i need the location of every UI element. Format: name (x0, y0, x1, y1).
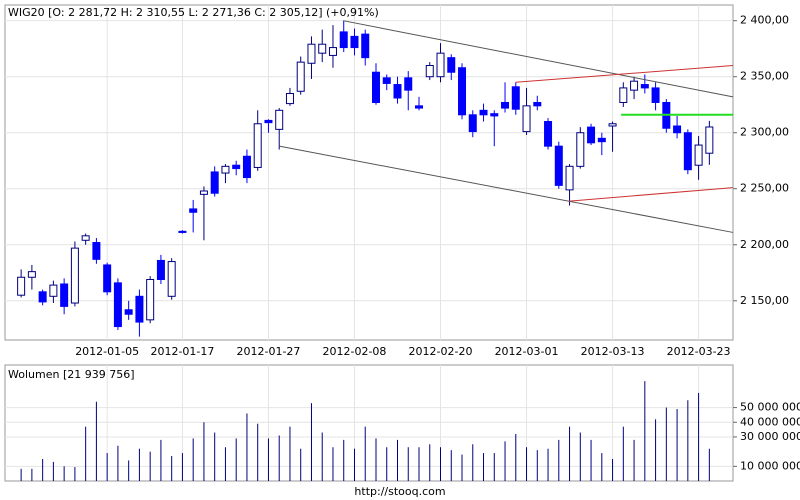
x-tick-label: 2012-01-17 (150, 345, 214, 358)
y-tick-label: 2 400,00 (740, 14, 789, 27)
candle-body (70, 247, 79, 304)
candle-body (38, 291, 47, 303)
candle-body (554, 145, 563, 186)
candle-body (608, 123, 617, 127)
candle-body (393, 84, 402, 99)
candle-body (135, 295, 144, 323)
candle-body (415, 105, 424, 109)
candle-body (27, 271, 36, 278)
candle-body (382, 77, 391, 84)
candle-body (124, 309, 133, 315)
candle-body (17, 276, 26, 296)
candle-body (490, 113, 499, 117)
candle-body (103, 264, 112, 293)
candle-body (264, 119, 273, 124)
candle-body (146, 278, 155, 321)
candle-body (318, 43, 327, 54)
y-tick-label: 2 300,00 (740, 126, 789, 139)
y-tick-label: 40 000 000 (740, 415, 800, 428)
candle-body (425, 65, 434, 78)
candle-body (253, 123, 262, 168)
candle-body (371, 71, 380, 103)
candle-body (683, 132, 692, 171)
candle-body (565, 165, 574, 191)
candle-body (285, 93, 294, 105)
trend-line (569, 187, 734, 202)
candle-body (60, 283, 69, 307)
y-tick-label: 2 200,00 (740, 238, 789, 251)
candle-body (694, 144, 703, 166)
candle-body (210, 171, 219, 194)
candle-body (522, 105, 531, 133)
x-tick-label: 2012-02-20 (409, 345, 473, 358)
x-tick-label: 2012-03-23 (667, 345, 731, 358)
candle-body (167, 261, 176, 297)
candle-body (296, 61, 305, 92)
price-panel (4, 4, 734, 341)
candle-body (544, 121, 553, 147)
candle-body (49, 284, 58, 297)
candle-body (479, 109, 488, 116)
candle-body (178, 230, 187, 233)
candle-body (404, 77, 413, 91)
y-tick-label: 2 250,00 (740, 182, 789, 195)
x-tick-label: 2012-03-13 (581, 345, 645, 358)
candle-body (328, 47, 337, 56)
candle-body (501, 101, 510, 109)
y-tick-label: 10 000 000 (740, 459, 800, 472)
candle-body (156, 259, 165, 280)
x-tick-label: 2012-01-05 (75, 345, 139, 358)
candle-body (92, 242, 101, 260)
candle-body (361, 33, 370, 59)
x-tick-label: 2012-01-27 (236, 345, 300, 358)
candle-body (199, 190, 208, 195)
trend-line (343, 20, 734, 98)
candle-body (673, 125, 682, 134)
x-tick-label: 2012-03-01 (495, 345, 559, 358)
candle-body (651, 87, 660, 103)
candle-body (81, 235, 90, 241)
candle-body (436, 52, 445, 78)
candle-body (113, 282, 122, 328)
candle-body (533, 101, 542, 107)
candle-body (339, 31, 348, 49)
candle-body (630, 80, 639, 91)
candle-body (468, 114, 477, 133)
candle-body (447, 57, 456, 73)
candle-body (307, 43, 316, 64)
y-tick-label: 2 350,00 (740, 70, 789, 83)
candle-body (221, 165, 230, 174)
trend-line (279, 145, 734, 233)
chart-title: WIG20 [O: 2 281,72 H: 2 310,55 L: 2 271,… (8, 6, 379, 19)
trend-line (515, 65, 734, 83)
y-tick-label: 2 150,00 (740, 294, 789, 307)
footer: http://stooq.com (354, 485, 445, 498)
candle-body (242, 155, 251, 179)
candle-body (576, 132, 585, 167)
volume-panel (4, 364, 734, 482)
candle-body (275, 109, 284, 130)
candle-body (587, 126, 596, 144)
x-tick-label: 2012-02-08 (323, 345, 387, 358)
candle-body (458, 67, 467, 116)
candle-body (189, 208, 198, 213)
y-tick-label: 30 000 000 (740, 430, 800, 443)
candle-body (232, 164, 241, 170)
candle-body (597, 137, 606, 143)
plot-layer (5, 5, 734, 481)
volume-title: Wolumen [21 939 756] (8, 368, 135, 381)
candle-body (511, 86, 520, 110)
candle-body (640, 84, 649, 89)
candle-body (705, 126, 714, 154)
candle-body (350, 35, 359, 49)
y-tick-label: 50 000 000 (740, 401, 800, 414)
candle-body (619, 87, 628, 103)
